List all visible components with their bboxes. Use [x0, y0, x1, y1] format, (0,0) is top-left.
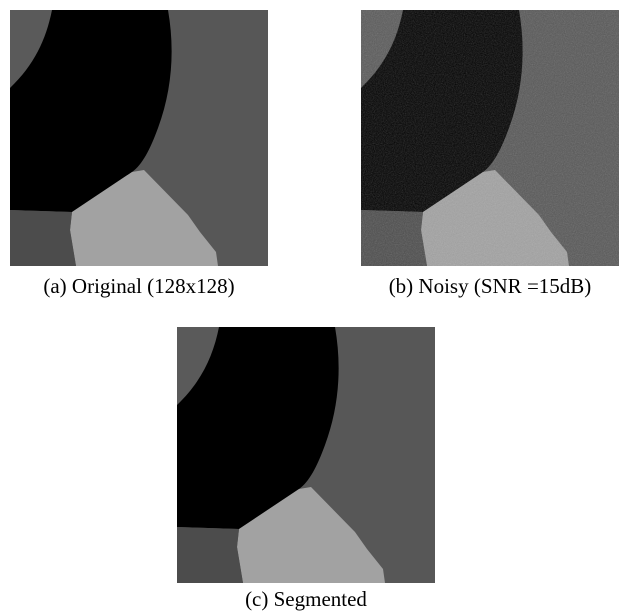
noise-overlay: [361, 10, 619, 266]
panel-c: (c) Segmented: [177, 327, 435, 611]
panel-a: (a) Original (128x128): [10, 10, 268, 298]
panel-b: (b) Noisy (SNR =15dB): [361, 10, 619, 298]
image-segmented: [177, 327, 435, 583]
caption: (a) Original (128x128): [43, 274, 234, 298]
caption: (c) Segmented: [245, 587, 367, 611]
image-original: [10, 10, 268, 266]
caption: (b) Noisy (SNR =15dB): [389, 274, 592, 298]
figure: (a) Original (128x128) (b) Noisy (SNR =1…: [0, 0, 619, 613]
